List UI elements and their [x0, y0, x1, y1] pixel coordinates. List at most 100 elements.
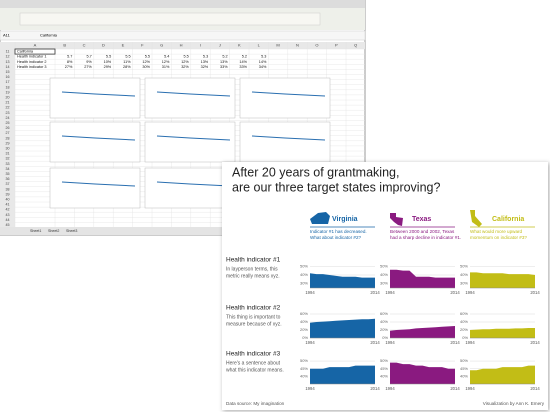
column-letter: C: [83, 43, 86, 48]
row-header: [0, 49, 15, 229]
excel-chart-line: [156, 135, 231, 141]
y-tick-label: 20%: [300, 327, 308, 332]
excel-chart: [239, 121, 331, 163]
column-letter: Q: [354, 43, 357, 48]
excel-chart-line: [156, 91, 231, 97]
cell: 5.3: [261, 55, 266, 59]
column-letter: L: [258, 43, 261, 48]
y-tick-label: 45%: [460, 366, 468, 371]
y-tick-label: 50%: [460, 263, 468, 268]
x-tick-label: 2014: [450, 386, 460, 391]
row-description: what this indicator means.: [226, 367, 284, 373]
y-tick-label: 40%: [460, 373, 468, 378]
row-description: Here's a sentence about: [226, 360, 281, 366]
y-tick-label: 60%: [300, 311, 308, 316]
cell: 30%: [142, 65, 150, 69]
excel-chart: [144, 121, 236, 163]
row-number: 26: [6, 126, 10, 130]
state-note: What about indicator #2?: [310, 235, 362, 240]
cell: 11%: [123, 60, 131, 64]
cell: 28%: [123, 65, 131, 69]
x-tick-label: 1994: [305, 290, 315, 295]
sheet-tab: Sheet1: [30, 229, 41, 233]
row-number: 34: [6, 167, 10, 171]
row-number: 12: [6, 55, 10, 59]
cell: 12%: [162, 60, 170, 64]
dashboard: After 20 years of grantmaking,are our th…: [222, 162, 548, 410]
row-number: 24: [6, 116, 10, 120]
row-number: 41: [6, 203, 10, 207]
row-description: This thing is important to: [226, 314, 281, 320]
column-letter: I: [200, 43, 201, 48]
column-letter: D: [102, 43, 105, 48]
cell: 9%: [86, 60, 92, 64]
y-tick-label: 50%: [460, 358, 468, 363]
area: [470, 272, 535, 288]
x-tick-label: 2014: [370, 340, 380, 345]
excel-chart: [239, 77, 331, 119]
y-tick-label: 30%: [380, 281, 388, 286]
cell: 12%: [142, 60, 150, 64]
y-tick-label: 45%: [300, 366, 308, 371]
area: [310, 273, 375, 288]
y-tick-label: 60%: [460, 311, 468, 316]
cell: Health indicator 2: [17, 60, 47, 64]
ribbon-tools[interactable]: [19, 12, 321, 26]
row-number: 11: [6, 50, 10, 54]
cell: 12%: [181, 60, 189, 64]
x-tick-label: 1994: [385, 290, 395, 295]
cell: 32%: [201, 65, 209, 69]
excel-chart: [144, 77, 236, 119]
row-number: 32: [6, 157, 10, 161]
cell: Health indicator 1: [17, 55, 47, 59]
column-letter: F: [141, 43, 144, 48]
cell: 5.5: [106, 55, 111, 59]
x-tick-label: 1994: [465, 386, 475, 391]
cell: 8%: [67, 60, 73, 64]
texas-icon: [390, 213, 403, 226]
column-letter: J: [219, 43, 221, 48]
row-number: 27: [6, 131, 10, 135]
x-tick-label: 2014: [450, 290, 460, 295]
state-note: Between 2000 and 2002, Texas: [390, 229, 455, 234]
selected-cell: [14, 48, 56, 55]
area: [390, 362, 455, 384]
row-number: 39: [6, 192, 10, 196]
excel-chart-line: [61, 181, 136, 187]
row-number: 37: [6, 182, 10, 186]
y-tick-label: 40%: [380, 373, 388, 378]
row-number: 43: [6, 213, 10, 217]
formula-text: California: [40, 33, 58, 38]
row-label: Health indicator #2: [226, 305, 281, 312]
row-number: 36: [6, 177, 10, 181]
cell: 5.2: [242, 55, 247, 59]
row-number: 22: [6, 106, 10, 110]
excel-chart: [144, 167, 236, 209]
cell: 5.3: [203, 55, 208, 59]
row-number: 40: [6, 197, 10, 201]
row-number: 17: [6, 80, 10, 84]
row-number: 42: [6, 208, 10, 212]
y-tick-label: 40%: [300, 373, 308, 378]
y-tick-label: 40%: [460, 272, 468, 277]
excel-chart-line: [251, 91, 326, 97]
y-tick-label: 50%: [300, 263, 308, 268]
cell: 5.2: [222, 55, 227, 59]
dashboard-title: are our three target states improving?: [232, 180, 440, 194]
cell: 27%: [84, 65, 92, 69]
cell: 33%: [239, 65, 247, 69]
row-number: 33: [6, 162, 10, 166]
state-note: Indicator #1 has decreased.: [310, 229, 367, 234]
y-tick-label: 40%: [300, 272, 308, 277]
row-number: 21: [6, 101, 10, 105]
x-tick-label: 2014: [370, 386, 380, 391]
formula-bar[interactable]: [0, 30, 366, 41]
row-number: 30: [6, 146, 10, 150]
cell-name: A11: [3, 33, 11, 38]
x-tick-label: 1994: [465, 290, 475, 295]
sheet-tab: Sheet3: [66, 229, 77, 233]
row-description: metric really means xyz.: [226, 273, 280, 279]
cell: 29%: [104, 65, 112, 69]
sheet-tab-bar: [0, 227, 365, 235]
